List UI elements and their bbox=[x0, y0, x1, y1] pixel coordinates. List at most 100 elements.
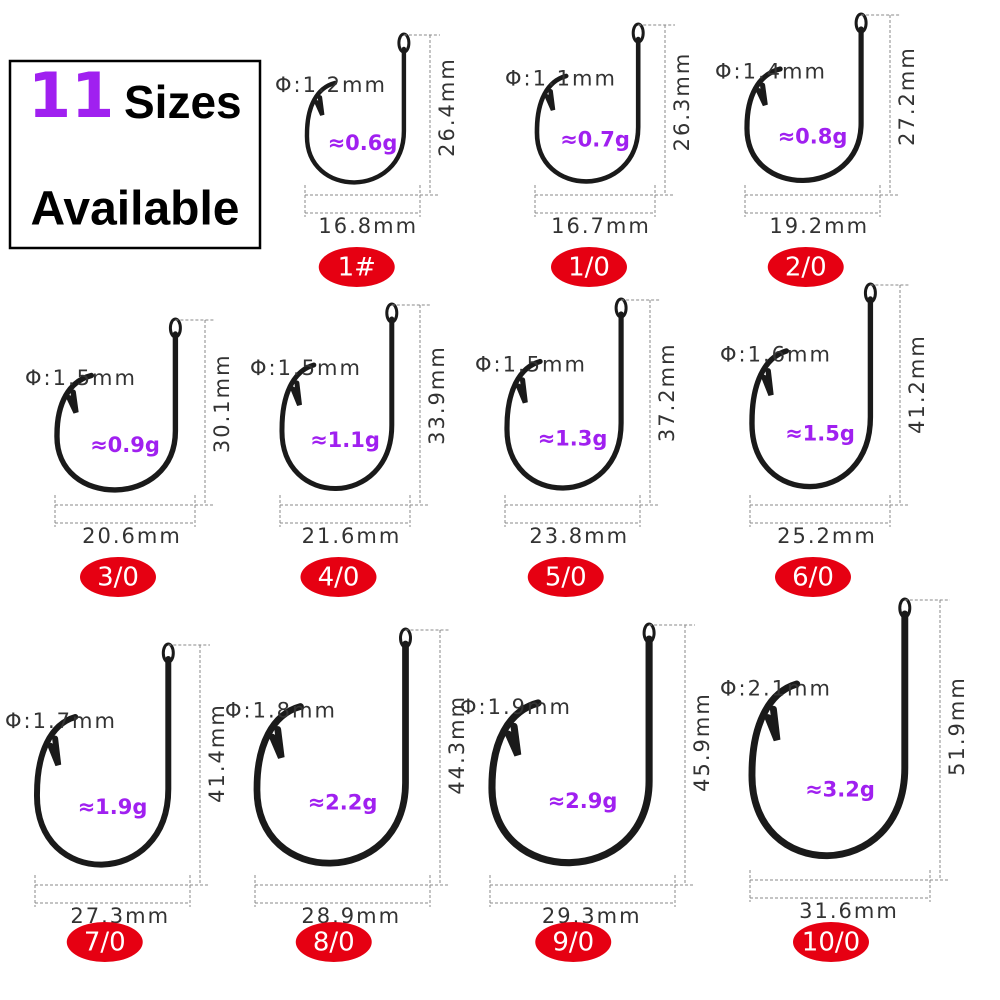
weight: ≈0.9g bbox=[90, 433, 160, 457]
wire-diameter: Φ:1.5mm bbox=[475, 353, 587, 377]
hook-length: 51.9mm bbox=[945, 676, 969, 776]
hook-eye bbox=[631, 22, 645, 44]
gap-width: 19.2mm bbox=[769, 214, 869, 238]
weight: ≈0.6g bbox=[328, 131, 398, 155]
size-badge bbox=[535, 922, 612, 962]
wire-diameter: Φ:1.7mm bbox=[5, 709, 117, 733]
gap-width: 21.6mm bbox=[302, 524, 402, 548]
guide-lines bbox=[744, 14, 900, 217]
hook bbox=[488, 635, 653, 867]
sizes-word: Sizes bbox=[124, 76, 242, 128]
hook-eye bbox=[854, 12, 868, 34]
hook bbox=[744, 26, 864, 183]
hook-eye bbox=[161, 642, 175, 664]
size-badge bbox=[767, 247, 844, 287]
hook-length: 45.9mm bbox=[690, 692, 714, 792]
wire-diameter: Φ:1.4mm bbox=[715, 60, 827, 84]
size-badge bbox=[318, 247, 395, 287]
size-label: 2/0 bbox=[785, 253, 827, 283]
guide-lines bbox=[34, 644, 210, 907]
hook-length: 33.9mm bbox=[425, 345, 449, 445]
guide-lines bbox=[54, 319, 215, 527]
weight: ≈3.2g bbox=[805, 777, 875, 801]
wire-diameter: Φ:1.5mm bbox=[25, 366, 137, 390]
hook-length: 30.1mm bbox=[210, 353, 234, 453]
hook-length: 41.4mm bbox=[205, 703, 229, 803]
size-label: 10/0 bbox=[802, 928, 860, 958]
gap-width: 20.6mm bbox=[82, 524, 182, 548]
wire-diameter: Φ:1.8mm bbox=[225, 699, 337, 723]
size-label: 1/0 bbox=[568, 253, 610, 283]
hook-length: 26.3mm bbox=[670, 52, 694, 152]
guide-lines bbox=[254, 629, 450, 907]
guide-lines bbox=[504, 299, 660, 527]
size-label: 3/0 bbox=[97, 563, 139, 593]
hook-eye bbox=[385, 302, 399, 324]
hook-length: 27.2mm bbox=[895, 46, 919, 146]
hook bbox=[253, 640, 409, 867]
weight: ≈1.9g bbox=[78, 795, 148, 819]
hook-eye bbox=[614, 297, 628, 319]
gap-width: 31.6mm bbox=[799, 899, 899, 923]
gap-width: 23.8mm bbox=[529, 524, 629, 548]
wire-diameter: Φ:1.9mm bbox=[460, 695, 572, 719]
hook-length: 26.4mm bbox=[435, 57, 459, 157]
hook bbox=[748, 610, 909, 860]
gap-width: 16.7mm bbox=[551, 214, 651, 238]
size-badge bbox=[775, 557, 851, 597]
guide-lines bbox=[534, 24, 675, 217]
weight: ≈0.7g bbox=[560, 128, 630, 152]
size-badge bbox=[527, 557, 604, 597]
hook bbox=[54, 331, 179, 493]
guide-lines bbox=[749, 284, 910, 527]
hook bbox=[304, 46, 407, 185]
guide-lines bbox=[489, 624, 695, 907]
size-label: 4/0 bbox=[318, 563, 360, 593]
weight: ≈1.5g bbox=[785, 422, 855, 446]
weight: ≈2.9g bbox=[548, 789, 618, 813]
hook bbox=[534, 36, 641, 184]
size-label: 6/0 bbox=[792, 563, 834, 593]
size-label: 7/0 bbox=[84, 928, 126, 958]
weight: ≈0.8g bbox=[778, 124, 848, 148]
size-badge bbox=[793, 922, 869, 962]
weight: ≈2.2g bbox=[308, 790, 378, 814]
gap-width: 16.8mm bbox=[318, 214, 418, 238]
wire-diameter: Φ:1.5mm bbox=[250, 356, 362, 380]
hook-eye bbox=[397, 32, 411, 54]
wire-diameter: Φ:1.1mm bbox=[505, 66, 617, 90]
hook-length: 37.2mm bbox=[655, 342, 679, 442]
hook-eye bbox=[863, 282, 877, 304]
weight: ≈1.3g bbox=[538, 426, 608, 450]
header-box bbox=[8, 59, 262, 250]
hook bbox=[279, 316, 395, 491]
hook-eye bbox=[642, 622, 656, 644]
hook-eye bbox=[399, 627, 412, 649]
weight: ≈1.1g bbox=[310, 428, 380, 452]
hook bbox=[34, 656, 172, 868]
size-badge bbox=[295, 922, 372, 962]
size-badge bbox=[300, 557, 377, 597]
guide-lines bbox=[279, 304, 430, 527]
size-badge bbox=[551, 247, 627, 287]
size-label: 5/0 bbox=[545, 563, 587, 593]
gap-width: 25.2mm bbox=[777, 524, 877, 548]
size-badge bbox=[66, 922, 143, 962]
hook-length: 41.2mm bbox=[905, 334, 929, 434]
hook bbox=[504, 311, 624, 491]
size-label: 9/0 bbox=[552, 928, 594, 958]
hook-eye bbox=[898, 597, 912, 619]
hook-eye bbox=[168, 317, 182, 339]
size-label: 1# bbox=[338, 253, 376, 283]
wire-diameter: Φ:1.2mm bbox=[275, 73, 387, 97]
hook-length: 44.3mm bbox=[445, 695, 469, 795]
size-count: 11 bbox=[28, 59, 114, 132]
hook bbox=[749, 296, 874, 490]
guide-lines bbox=[749, 599, 950, 902]
size-badge bbox=[80, 557, 156, 597]
wire-diameter: Φ:2.1mm bbox=[720, 677, 832, 701]
available-word: Available bbox=[31, 183, 240, 236]
guide-lines bbox=[304, 34, 440, 217]
wire-diameter: Φ:1.6mm bbox=[720, 342, 832, 366]
